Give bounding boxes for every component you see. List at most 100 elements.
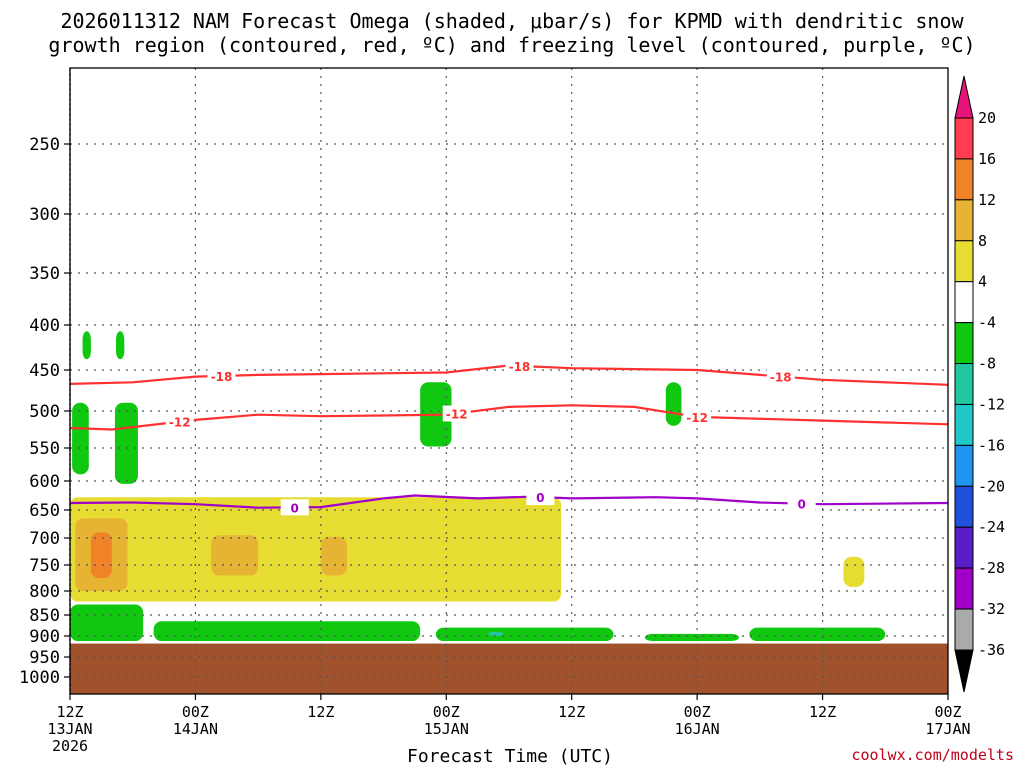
y-tick-label-750: 750 bbox=[29, 556, 60, 576]
credit-text: coolwx.com/modelts bbox=[851, 746, 1014, 764]
colorbar-bottom-arrow bbox=[954, 649, 974, 693]
colorbar-segment-9 bbox=[954, 485, 974, 528]
y-tick-label-400: 400 bbox=[29, 316, 60, 336]
colorbar: 20 16 12 8 4 -4 -8 -12 -16 -20 -24 -28 -32 -36 bbox=[954, 75, 1005, 693]
y-tick-label-650: 650 bbox=[29, 501, 60, 521]
contour-label-0-0: 0 bbox=[291, 501, 299, 515]
colorbar-label-16: 16 bbox=[978, 150, 996, 168]
terrain-below-ground bbox=[70, 643, 948, 694]
y-tick-label-600: 600 bbox=[29, 472, 60, 492]
x-tick-label-0-3: 2026 bbox=[52, 737, 88, 755]
contour-label-bg bbox=[165, 413, 194, 430]
colorbar-label-20: 20 bbox=[978, 109, 996, 127]
colorbar-label--36: -36 bbox=[978, 641, 1005, 659]
axes: 2503003504004505005506006507007508008509… bbox=[19, 67, 971, 755]
x-tick-label-72-1: 12Z bbox=[809, 703, 836, 721]
colorbar-label--12: -12 bbox=[978, 395, 1005, 413]
y-tick-label-350: 350 bbox=[29, 264, 60, 284]
colorbar-label--20: -20 bbox=[978, 477, 1005, 495]
omega-region--8to-4-3 bbox=[72, 402, 89, 475]
y-tick-label-1000: 1000 bbox=[19, 668, 60, 688]
x-tick-label-60-1: 00Z bbox=[684, 703, 711, 721]
omega-region-4to8-0 bbox=[70, 497, 562, 602]
chart-title-line2: growth region (contoured, red, ºC) and f… bbox=[48, 33, 975, 57]
contour-label--18-2: -18 bbox=[770, 371, 792, 385]
x-tick-label-12-1: 00Z bbox=[182, 703, 209, 721]
contour-label-bg bbox=[280, 499, 309, 516]
colorbar-label--4: -4 bbox=[978, 314, 996, 332]
contour--12-line bbox=[69, 404, 949, 431]
plot-area: -18 -18 -18 -12 -12 -12 0 0 0 bbox=[69, 68, 949, 694]
x-axis-label: Forecast Time (UTC) bbox=[407, 746, 613, 767]
contour-label--12-2: -12 bbox=[686, 411, 708, 425]
y-tick-label-300: 300 bbox=[29, 205, 60, 225]
contour-0-line bbox=[69, 494, 949, 509]
x-tick-label-84-1: 00Z bbox=[934, 703, 961, 721]
colorbar-segment-1 bbox=[954, 158, 974, 201]
omega-region--8to-4-4 bbox=[114, 402, 138, 484]
x-tick-label-0-1: 12Z bbox=[56, 703, 83, 721]
omega-region--12to-8-0 bbox=[488, 631, 504, 636]
colorbar-segment-10 bbox=[954, 526, 974, 569]
y-tick-label-800: 800 bbox=[29, 582, 60, 602]
colorbar-segment-8 bbox=[954, 444, 974, 487]
contour-label-bg bbox=[683, 408, 712, 425]
y-tick-label-500: 500 bbox=[29, 402, 60, 422]
omega-region--8to-4-6 bbox=[70, 604, 144, 642]
x-tick-label-36-1: 00Z bbox=[433, 703, 460, 721]
x-tick-label-84-2: 17JAN bbox=[925, 720, 970, 738]
colorbar-label-12: 12 bbox=[978, 191, 996, 209]
contour-label-bg bbox=[442, 405, 471, 422]
colorbar-segment-12 bbox=[954, 608, 974, 651]
colorbar-label--24: -24 bbox=[978, 518, 1005, 536]
colorbar-segment-7 bbox=[954, 403, 974, 446]
omega-region-8to12-2 bbox=[320, 536, 347, 576]
colorbar-segment-0 bbox=[954, 117, 974, 160]
contour-label-bg bbox=[207, 367, 236, 384]
x-tick-label-12-2: 14JAN bbox=[173, 720, 218, 738]
y-tick-label-250: 250 bbox=[29, 135, 60, 155]
y-tick-label-850: 850 bbox=[29, 606, 60, 626]
contour-label--12-0: -12 bbox=[169, 416, 191, 430]
colorbar-label--28: -28 bbox=[978, 559, 1005, 577]
colorbar-segment-5 bbox=[954, 322, 974, 365]
colorbar-label-4: 4 bbox=[978, 273, 987, 291]
colorbar-segment-3 bbox=[954, 240, 974, 283]
y-tick-label-450: 450 bbox=[29, 361, 60, 381]
omega-region-4to8-1 bbox=[843, 556, 865, 587]
colorbar-label--16: -16 bbox=[978, 436, 1005, 454]
x-tick-label-0-2: 13JAN bbox=[47, 720, 92, 738]
colorbar-segment-2 bbox=[954, 199, 974, 242]
colorbar-segment-6 bbox=[954, 363, 974, 405]
contour-label-bg bbox=[505, 357, 534, 374]
colorbar-segment-4 bbox=[954, 281, 974, 324]
omega-region--8to-4-9 bbox=[644, 633, 739, 642]
omega-region--8to-4-10 bbox=[749, 627, 886, 642]
contour-label--12-1: -12 bbox=[446, 407, 468, 421]
omega-region--8to-4-0 bbox=[82, 331, 91, 360]
contour-label-0-2: 0 bbox=[797, 498, 805, 512]
omega-region--8to-4-8 bbox=[435, 627, 614, 642]
contour-label--18-0: -18 bbox=[211, 370, 233, 384]
omega-region--8to-4-1 bbox=[115, 331, 125, 360]
x-tick-label-36-2: 15JAN bbox=[424, 720, 469, 738]
omega-region-12to16-0 bbox=[90, 532, 112, 578]
colorbar-label--8: -8 bbox=[978, 355, 996, 373]
colorbar-label--32: -32 bbox=[978, 600, 1005, 618]
colorbar-segment-11 bbox=[954, 567, 974, 610]
y-tick-label-900: 900 bbox=[29, 627, 60, 647]
y-tick-label-550: 550 bbox=[29, 439, 60, 459]
contour--18-line bbox=[69, 364, 949, 386]
omega-region--8to-4-7 bbox=[153, 621, 421, 642]
contour-label--18-1: -18 bbox=[509, 360, 531, 374]
x-tick-label-60-2: 16JAN bbox=[675, 720, 720, 738]
contour-label-bg bbox=[787, 495, 816, 512]
contour-label-0-1: 0 bbox=[536, 491, 544, 505]
colorbar-label-8: 8 bbox=[978, 232, 987, 250]
contour-label-bg bbox=[766, 368, 795, 385]
contour-label-bg bbox=[526, 489, 555, 506]
x-tick-label-24-1: 12Z bbox=[307, 703, 334, 721]
y-tick-label-950: 950 bbox=[29, 648, 60, 668]
chart-title-line1: 2026011312 NAM Forecast Omega (shaded, μ… bbox=[60, 9, 964, 33]
